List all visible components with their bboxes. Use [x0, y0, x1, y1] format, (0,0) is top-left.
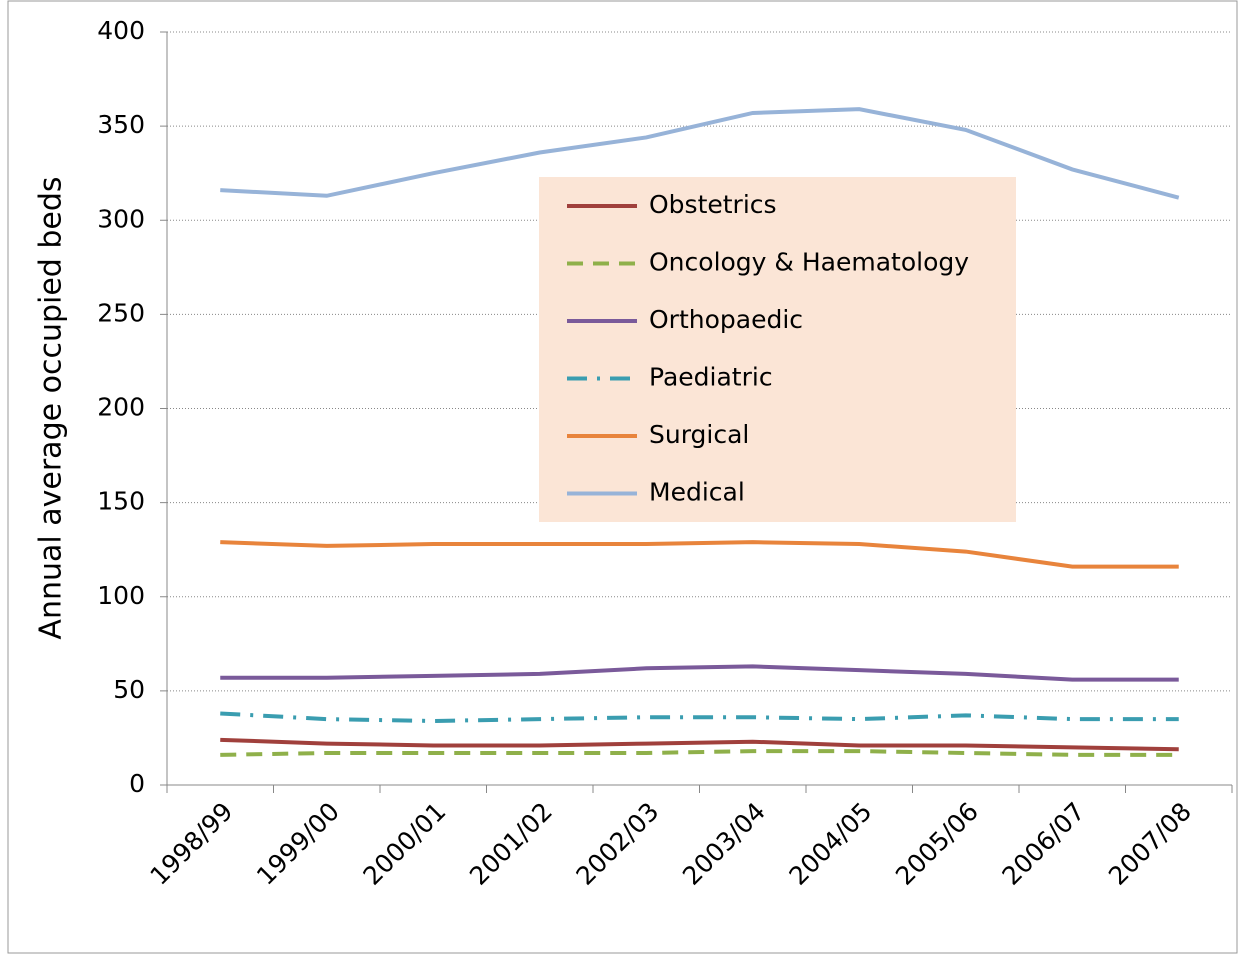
y-tick-label: 350	[97, 110, 145, 139]
chart-frame	[7, 0, 1238, 954]
y-tick-label: 50	[113, 675, 145, 704]
x-tick-label: 1998/99	[145, 797, 239, 891]
series-line	[220, 737, 1179, 752]
series-line	[220, 711, 1179, 723]
x-tick-label: 2004/05	[784, 797, 878, 891]
legend-label: Obstetrics	[649, 190, 777, 219]
y-tick-label: 250	[97, 298, 145, 327]
legend-label: Medical	[649, 478, 745, 507]
x-tick-label: 2006/07	[997, 797, 1091, 891]
x-tick-label: 2001/02	[464, 797, 558, 891]
legend-label: Surgical	[649, 420, 749, 449]
legend-label: Orthopaedic	[649, 305, 803, 334]
x-tick-label: 2007/08	[1103, 797, 1197, 891]
y-tick-label: 300	[97, 204, 145, 233]
legend-label: Paediatric	[649, 363, 773, 392]
x-tick-label: 1999/00	[251, 797, 345, 891]
series-line	[220, 540, 1179, 569]
legend-box	[539, 177, 1016, 522]
y-tick-label: 200	[97, 393, 145, 422]
y-tick-label: 150	[97, 487, 145, 516]
legend: Obstetrics Oncology & Haematology Orthopae…	[539, 177, 1016, 522]
y-tick-label: 400	[97, 16, 145, 45]
series-line	[220, 107, 1180, 200]
series-line	[220, 664, 1179, 682]
legend-label: Oncology & Haematology	[649, 248, 969, 277]
series-line	[220, 749, 1179, 757]
y-tick-label: 100	[97, 581, 145, 610]
x-tick-label: 2002/03	[571, 797, 665, 891]
x-tick-label: 2000/01	[358, 797, 452, 891]
y-tick-label: 0	[129, 769, 145, 798]
x-tick-label: 2005/06	[890, 797, 984, 891]
y-axis-label: Annual average occupied beds	[34, 176, 69, 639]
x-tick-label: 2003/04	[677, 797, 771, 891]
